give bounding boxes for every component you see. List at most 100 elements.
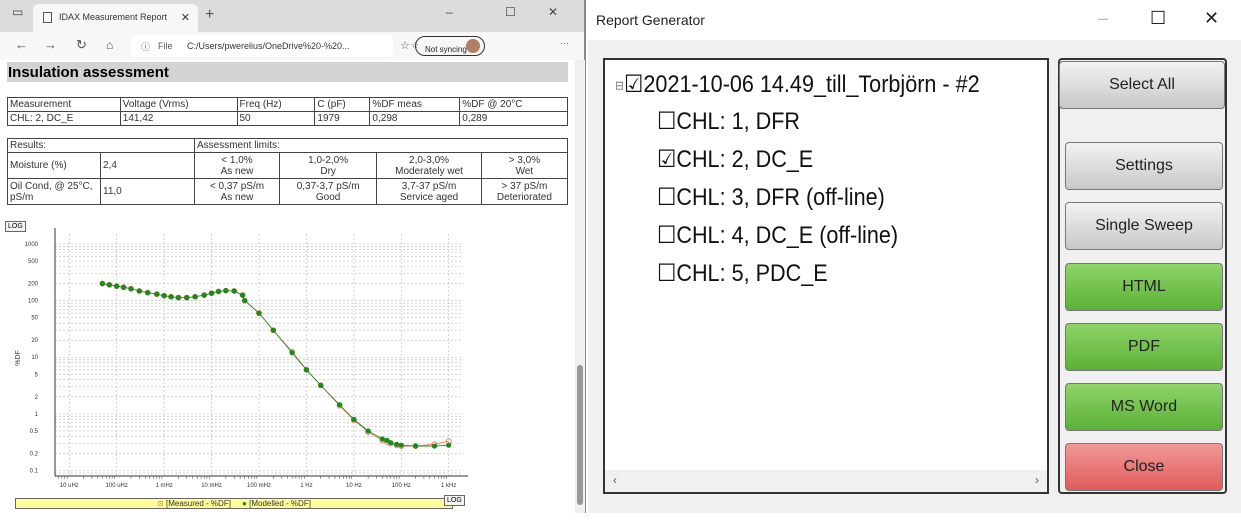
limit-cell: < 1,0% As new <box>194 152 280 179</box>
modelled-point <box>136 288 142 294</box>
close-window-icon[interactable]: ✕ <box>548 5 559 19</box>
modelled-point <box>161 293 167 299</box>
result-value: 2,4 <box>100 152 195 179</box>
modelled-point <box>208 290 215 296</box>
title-bar: Report Generator – ☐ ✕ <box>588 0 1241 40</box>
forward-icon[interactable]: → <box>44 37 57 52</box>
address-bar-row: ← → ↻ ⌂ ⓘ File C:/Users/pwerelius/OneDri… <box>0 32 584 60</box>
limit-range: > 3,0% <box>508 154 541 166</box>
tree-item[interactable]: ☐CHL: 4, DC_E (off-line) <box>657 221 898 250</box>
item-label: CHL: 1, DFR <box>676 108 800 135</box>
limit-range: 2,0-3,0% <box>409 154 450 166</box>
close-window-icon[interactable]: ✕ <box>1204 8 1220 28</box>
limit-range: > 37 pS/m <box>501 180 548 192</box>
root-label: 2021-10-06 14.49_till_Torbjörn - #2 <box>643 71 980 98</box>
result-label: Moisture (%) <box>7 152 101 179</box>
page-scrollbar[interactable] <box>575 60 585 513</box>
y-tick-label: 500 <box>28 259 39 265</box>
address-input[interactable]: ⓘ File C:/Users/pwerelius/OneDrive%20-%2… <box>131 35 419 57</box>
pdf-button[interactable]: PDF <box>1065 323 1223 371</box>
modelled-point <box>303 367 310 373</box>
limit-cell: > 3,0% Wet <box>480 152 569 179</box>
sync-label: Not syncing <box>425 45 467 54</box>
refresh-icon[interactable]: ↻ <box>76 37 87 52</box>
limit-verdict: Service aged <box>399 191 459 203</box>
close-button[interactable]: Close <box>1065 443 1223 491</box>
tab-title: IDAX Measurement Report <box>59 12 168 22</box>
x-tick-label: 10 mHz <box>201 483 222 489</box>
tree-item[interactable]: ☐CHL: 1, DFR <box>657 107 800 136</box>
tree-item[interactable]: ☑CHL: 2, DC_E <box>657 145 813 174</box>
x-tick-label: 100 uHz <box>106 483 128 489</box>
chart-legend: ⊙ [Measured - %DF] ● [Modelled - %DF] <box>15 498 453 509</box>
item-checkbox[interactable]: ☐ <box>657 108 677 135</box>
modelled-point <box>351 416 357 422</box>
modelled-point <box>168 294 174 300</box>
modelled-point <box>121 284 127 290</box>
tree-item[interactable]: ☐CHL: 3, DFR (off-line) <box>657 183 885 212</box>
result-value: 11,0 <box>100 178 195 205</box>
modelled-point <box>256 310 262 316</box>
browser-window: ▭ IDAX Measurement Report ✕ + – ☐ ✕ ← → … <box>0 0 586 513</box>
column-header: %DF meas <box>369 97 461 112</box>
back-icon[interactable]: ← <box>15 37 28 52</box>
limit-cell: 2,0-3,0% Moderately wet <box>376 152 482 179</box>
y-tick-label: 2 <box>35 395 39 401</box>
tree-item[interactable]: ☐CHL: 5, PDC_E <box>657 259 828 288</box>
modelled-point <box>175 295 182 301</box>
section-heading: Insulation assessment <box>7 62 568 82</box>
x-tick-label: 10 uHz <box>60 483 79 489</box>
settings-button[interactable]: Settings <box>1065 142 1223 190</box>
root-checkbox[interactable]: ☑ <box>624 71 644 98</box>
single-sweep-button[interactable]: Single Sweep <box>1065 202 1223 250</box>
minimize-icon[interactable]: – <box>446 5 453 19</box>
df-chart: 10 uHz 100 uHz 1 mHz 10 mHz 100 mHz 1 Hz 10 Hz… <box>15 228 468 489</box>
button-panel: Select All Settings Single Sweep HTML PD… <box>1058 58 1227 494</box>
series-line <box>102 283 449 447</box>
limit-cell: > 37 pS/m Deteriorated <box>480 178 569 205</box>
x-tick-label: 1 Hz <box>300 483 312 489</box>
x-log-toggle-button[interactable]: LOG <box>444 495 465 506</box>
item-checkbox[interactable]: ☐ <box>657 184 677 211</box>
horizontal-scrollbar[interactable]: ‹ › <box>605 470 1047 492</box>
collapse-icon[interactable]: ⊟ <box>615 78 625 93</box>
tree-root[interactable]: ⊟☑2021-10-06 14.49_till_Torbjörn - #2 <box>615 70 980 99</box>
x-tick-label: 100 Hz <box>392 483 411 489</box>
y-log-toggle-button[interactable]: LOG <box>5 221 26 232</box>
y-tick-label: 50 <box>31 316 38 322</box>
modelled-point <box>201 292 207 298</box>
y-tick-label: 1000 <box>25 242 39 248</box>
item-checkbox[interactable]: ☐ <box>657 260 677 287</box>
item-checkbox[interactable]: ☐ <box>657 222 677 249</box>
modelled-point <box>270 327 276 333</box>
limit-cell: 1,0-2,0% Dry <box>278 152 378 179</box>
scroll-right-icon[interactable]: › <box>1035 473 1039 487</box>
y-tick-label: 20 <box>31 338 38 344</box>
profile-sync-button[interactable]: Not syncing <box>415 36 485 56</box>
limit-cell: 0,37-3,7 pS/m Good <box>278 178 378 205</box>
maximize-icon[interactable]: ☐ <box>1150 8 1167 28</box>
minimize-icon[interactable]: – <box>1098 8 1109 28</box>
more-icon[interactable]: ··· <box>560 38 569 48</box>
scroll-left-icon[interactable]: ‹ <box>613 473 617 487</box>
modelled-point <box>114 283 120 289</box>
item-checkbox[interactable]: ☑ <box>657 146 677 173</box>
ms-word-button[interactable]: MS Word <box>1065 383 1223 431</box>
table-cell: 141,42 <box>119 111 238 126</box>
y-tick-label: 5 <box>35 372 39 378</box>
favorites-icon[interactable]: ☆ <box>400 40 410 52</box>
scroll-thumb[interactable] <box>577 365 583 505</box>
modelled-point <box>106 282 112 288</box>
home-icon[interactable]: ⌂ <box>106 38 114 52</box>
page-icon <box>43 12 52 23</box>
tab-actions-icon[interactable]: ▭ <box>12 5 24 19</box>
modelled-point <box>379 436 386 442</box>
html-button[interactable]: HTML <box>1065 263 1223 311</box>
modelled-point <box>394 441 400 447</box>
select-all-button[interactable]: Select All <box>1059 61 1225 109</box>
browser-tab[interactable]: IDAX Measurement Report ✕ <box>33 4 198 32</box>
new-tab-icon[interactable]: + <box>205 6 215 23</box>
maximize-icon[interactable]: ☐ <box>505 5 516 19</box>
modelled-point <box>398 442 404 448</box>
close-tab-icon[interactable]: ✕ <box>180 12 190 24</box>
